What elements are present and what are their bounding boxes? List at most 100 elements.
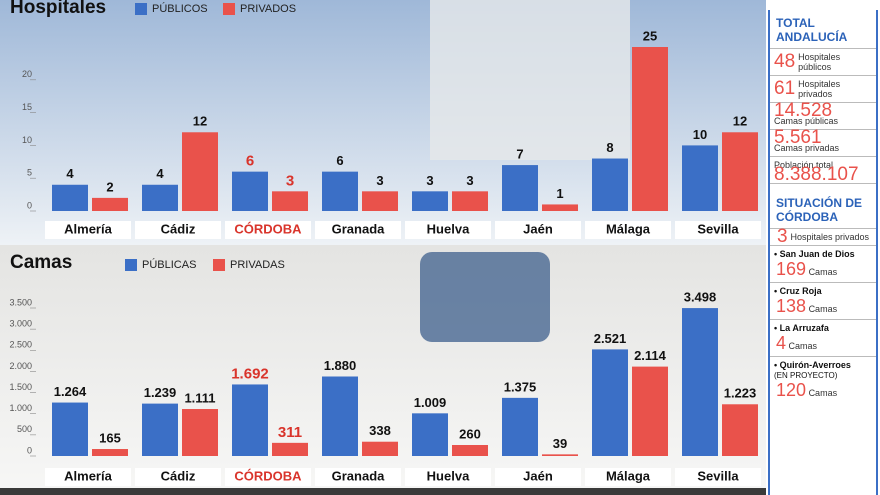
category-box <box>225 468 311 486</box>
value-label: 6 <box>336 153 343 168</box>
category-box <box>585 468 671 486</box>
y-tick-label: 2.000 <box>9 361 32 371</box>
value-label: 3.498 <box>684 290 717 305</box>
chart-title: Hospitales <box>10 0 106 18</box>
value-label: 311 <box>278 424 302 441</box>
category-box <box>135 221 221 239</box>
bar <box>182 132 218 211</box>
category-box <box>225 221 311 239</box>
bar <box>502 397 538 456</box>
hospital-beds: 120 Camas <box>770 380 876 403</box>
x-tick-label: Sevilla <box>697 468 739 483</box>
stat-label: Hospitales públicos <box>798 52 841 72</box>
stat-value: 48 <box>774 51 796 72</box>
value-label: 260 <box>459 426 481 441</box>
y-tick-label: 2.500 <box>9 340 32 350</box>
bar <box>322 376 358 456</box>
beds-value: 138 <box>776 296 807 316</box>
beds-value: 169 <box>776 259 807 279</box>
bar <box>52 402 88 456</box>
bar <box>632 47 668 211</box>
x-tick-label: Málaga <box>606 221 651 236</box>
hospital-note: (EN PROYECTO) <box>774 371 838 380</box>
x-tick-label: Cádiz <box>161 221 196 236</box>
x-tick-label: Almería <box>64 468 112 483</box>
bar <box>592 158 628 211</box>
stat: 14.528 Camas públicas <box>770 100 876 130</box>
hospital-name: • Quirón-Averroes (EN PROYECTO) <box>774 360 851 380</box>
chair <box>420 252 550 342</box>
stat: 3 Hospitales privados <box>770 226 876 247</box>
x-tick-label: Cádiz <box>161 468 196 483</box>
stat: 5.561 Camas privadas <box>770 128 876 157</box>
stat-label: Camas privadas <box>774 143 840 153</box>
stat: 48 Hospitales públicos <box>770 49 876 76</box>
category-box <box>585 221 671 239</box>
bar <box>232 384 268 456</box>
bar <box>322 171 358 211</box>
value-label: 3 <box>286 172 294 189</box>
bar <box>592 349 628 456</box>
y-tick-label: 1.500 <box>9 382 32 392</box>
bar <box>682 308 718 456</box>
y-tick-label: 3.500 <box>9 297 32 307</box>
legend-label: PRIVADOS <box>240 3 296 15</box>
bar <box>52 184 88 211</box>
stat: Población total 8.388.107 <box>770 157 876 184</box>
x-tick-label: Granada <box>332 468 386 483</box>
legend-label: PRIVADAS <box>230 259 285 271</box>
legend-label: PÚBLICAS <box>142 258 196 271</box>
bar <box>412 191 448 211</box>
value-label: 1.111 <box>184 390 215 405</box>
value-label: 1.692 <box>231 365 269 382</box>
stat-value: 8.388.107 <box>774 164 859 185</box>
bottom-bar <box>0 488 766 495</box>
bar <box>542 204 578 211</box>
beds-unit: Camas <box>808 267 838 277</box>
stat-label: Camas públicas <box>774 116 839 126</box>
hospital-beds: 169 Camas <box>770 259 876 283</box>
x-tick-label: Jaén <box>523 221 553 236</box>
bar <box>632 366 668 456</box>
y-tick-label: 20 <box>22 69 32 79</box>
charts: Hospitales PÚBLICOS PRIVADOS05101520Almerí… <box>0 0 766 495</box>
value-label: 1.375 <box>504 379 537 394</box>
bar <box>362 191 398 211</box>
bar <box>142 403 178 456</box>
chart-title: Camas <box>10 252 72 273</box>
x-tick-label: Sevilla <box>697 221 739 236</box>
bar <box>362 441 398 456</box>
value-label: 8 <box>606 140 613 155</box>
legend-swatch <box>125 259 137 271</box>
value-label: 2.521 <box>594 331 627 346</box>
value-label: 7 <box>516 147 523 162</box>
bar <box>452 191 488 211</box>
bar <box>232 171 268 211</box>
sidebar-title: TOTAL ANDALUCÍA <box>770 10 876 49</box>
x-tick-label: Huelva <box>427 221 470 236</box>
category-box <box>495 468 581 486</box>
stat-label: Hospitales privados <box>790 232 870 242</box>
category-box <box>675 468 761 486</box>
stat-value: 14.528 <box>774 100 833 121</box>
bar <box>272 442 308 456</box>
x-tick-label: Jaén <box>523 468 553 483</box>
bar <box>722 404 758 456</box>
value-label: 1.239 <box>144 385 177 400</box>
value-label: 6 <box>246 153 254 170</box>
stat-value: 3 <box>776 226 788 247</box>
value-label: 4 <box>156 166 164 181</box>
beds-unit: Camas <box>808 388 838 398</box>
hospital-name: • La Arruzafa <box>774 323 829 333</box>
value-label: 338 <box>369 423 391 438</box>
y-tick-label: 5 <box>27 168 32 178</box>
category-box <box>405 468 491 486</box>
bar <box>502 165 538 211</box>
stat-label: Hospitales privados <box>798 79 841 99</box>
legend-swatch <box>223 3 235 15</box>
hospital-name-text: Quirón-Averroes <box>779 360 851 370</box>
category-box <box>675 221 761 239</box>
hospital-name-text: San Juan de Dios <box>779 249 855 259</box>
bar <box>272 191 308 211</box>
value-label: 1.880 <box>324 358 357 373</box>
